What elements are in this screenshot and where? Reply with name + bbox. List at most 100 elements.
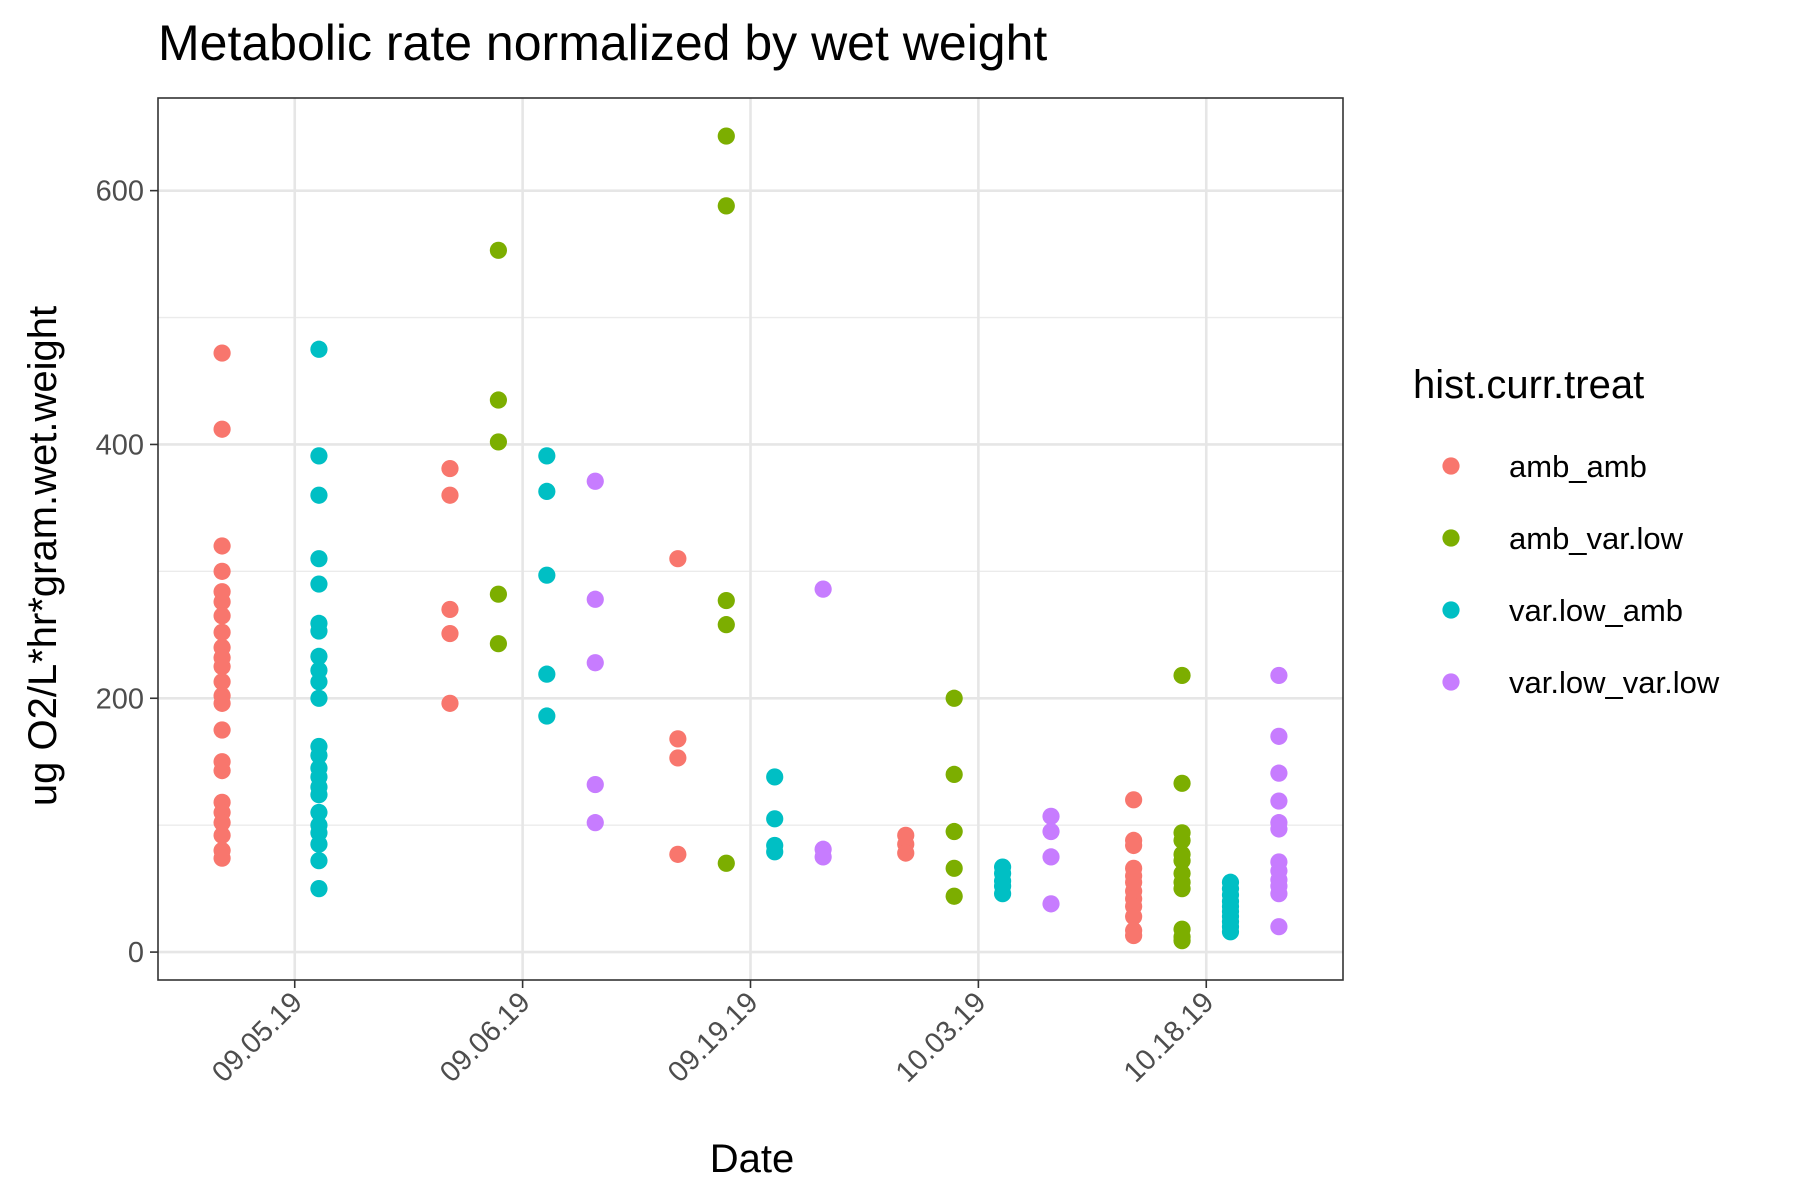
- data-point: [213, 562, 231, 580]
- data-point: [1270, 918, 1288, 936]
- data-point: [945, 689, 963, 707]
- data-point: [213, 826, 231, 844]
- data-point: [945, 822, 963, 841]
- legend-key: [1442, 601, 1460, 619]
- x-axis-title: Date: [710, 1137, 795, 1181]
- data-point: [586, 775, 604, 794]
- data-point: [669, 749, 687, 767]
- data-point: [213, 593, 231, 611]
- y-tick-label: 200: [96, 683, 144, 715]
- data-point: [213, 344, 231, 362]
- data-point: [489, 585, 508, 603]
- legend-key: [1442, 457, 1460, 475]
- data-point: [213, 537, 231, 555]
- data-point: [1173, 880, 1191, 898]
- data-point: [766, 768, 784, 786]
- data-point: [1173, 932, 1191, 950]
- data-point: [1173, 831, 1191, 850]
- data-point: [766, 810, 784, 828]
- data-point: [441, 459, 459, 478]
- data-point: [586, 590, 604, 608]
- data-point: [310, 486, 328, 504]
- data-point: [669, 550, 687, 568]
- data-point: [1173, 852, 1191, 870]
- data-point: [441, 600, 459, 619]
- data-point: [538, 482, 556, 501]
- data-point: [489, 433, 508, 451]
- data-point: [669, 730, 687, 748]
- data-point: [310, 689, 328, 707]
- legend-label: var.low_var.low: [1509, 665, 1720, 700]
- data-point: [441, 624, 459, 643]
- data-point: [213, 420, 231, 438]
- data-point: [766, 843, 784, 861]
- legend-label: amb_amb: [1509, 449, 1647, 484]
- data-point: [814, 848, 832, 866]
- data-point: [489, 635, 508, 653]
- data-point: [945, 887, 963, 905]
- data-point: [1125, 791, 1143, 809]
- data-point: [213, 721, 231, 739]
- data-point: [310, 622, 328, 640]
- data-point: [1270, 666, 1288, 685]
- data-point: [1042, 807, 1060, 825]
- data-point: [310, 786, 328, 804]
- legend-items: amb_amb amb_var.low var.low_amb var.low_var…: [1442, 449, 1720, 700]
- data-point: [310, 852, 328, 870]
- data-point: [717, 197, 735, 215]
- data-point: [1270, 820, 1288, 838]
- data-point: [1270, 792, 1288, 810]
- data-point: [1221, 923, 1240, 941]
- data-point: [310, 673, 328, 691]
- chart-title: Metabolic rate normalized by wet weight: [158, 15, 1047, 71]
- data-point: [945, 765, 963, 784]
- legend-label: amb_var.low: [1509, 521, 1684, 556]
- data-point: [441, 486, 459, 504]
- data-point: [310, 550, 328, 568]
- data-point: [310, 447, 328, 465]
- data-point: [1173, 666, 1191, 685]
- data-point: [310, 340, 328, 358]
- data-point: [538, 566, 556, 584]
- data-point: [213, 673, 231, 691]
- data-point: [1125, 836, 1143, 855]
- legend-title: hist.curr.treat: [1413, 363, 1644, 407]
- data-point: [489, 241, 508, 259]
- data-point: [1173, 774, 1191, 792]
- data-point: [310, 746, 328, 764]
- data-point: [945, 859, 963, 877]
- data-point: [586, 654, 604, 672]
- data-point: [213, 849, 231, 867]
- data-point: [213, 762, 231, 780]
- data-point: [586, 472, 604, 490]
- y-tick-label: 0: [128, 937, 144, 969]
- legend-key: [1442, 529, 1460, 547]
- data-point: [1270, 764, 1288, 782]
- data-point: [669, 845, 687, 863]
- data-point: [1270, 727, 1288, 745]
- major-gridlines: [158, 98, 1343, 980]
- data-point: [814, 580, 832, 598]
- data-point: [213, 607, 231, 625]
- data-point: [1042, 822, 1060, 841]
- data-point: [310, 803, 328, 822]
- y-tick-label: 600: [96, 176, 144, 208]
- y-tick-label: 400: [96, 429, 144, 461]
- data-point: [310, 835, 328, 853]
- data-point: [717, 616, 735, 634]
- y-axis: 0 200 400 600: [96, 176, 158, 969]
- data-point: [1270, 885, 1288, 903]
- data-point: [993, 885, 1012, 903]
- data-point: [717, 127, 735, 145]
- data-point: [586, 814, 604, 832]
- data-point: [213, 657, 231, 676]
- data-point: [538, 707, 556, 725]
- legend: hist.curr.treat amb_amb amb_var.low var.lo…: [1413, 363, 1720, 700]
- data-point: [310, 647, 328, 665]
- data-point: [1042, 895, 1060, 913]
- legend-key: [1442, 673, 1460, 691]
- data-points: [213, 127, 1288, 950]
- data-point: [310, 880, 328, 898]
- data-point: [1125, 926, 1143, 945]
